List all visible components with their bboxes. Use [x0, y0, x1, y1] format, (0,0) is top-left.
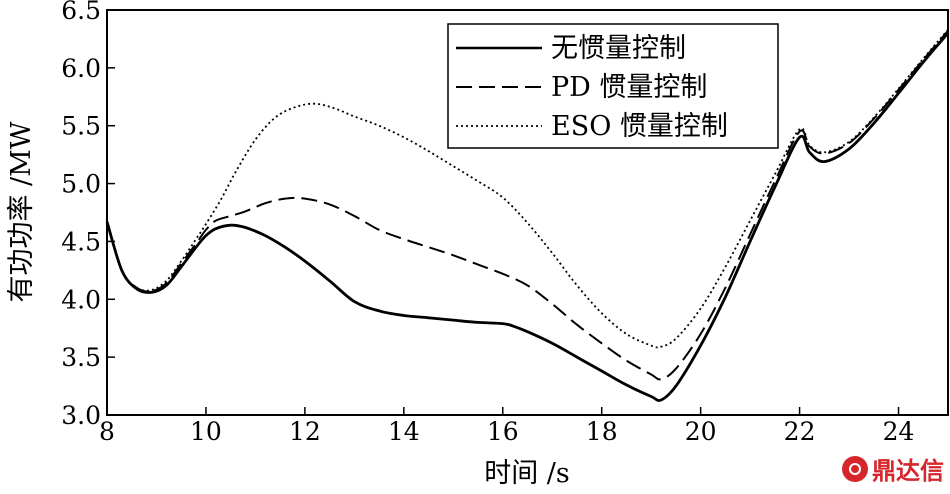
- y-tick-label: 5.5: [61, 112, 101, 141]
- series-layer: [105, 29, 950, 402]
- legend-label-1: 无惯量控制: [551, 33, 686, 64]
- tick-labels-layer: 8 10 12 14 16 18 20 22 24 3.0 3.5 4.0 4.5 5.0 5.5 6.0 6.…: [61, 0, 914, 446]
- watermark-logo-icon: [842, 455, 868, 482]
- y-tick-label: 6.5: [61, 0, 101, 25]
- y-tick-label: 5.0: [61, 170, 101, 199]
- y-axis-title: 有功功率 /MW: [6, 121, 37, 302]
- x-tick-label: 18: [586, 417, 618, 446]
- watermark-text: 鼎达信: [872, 457, 944, 485]
- y-tick-label: 4.0: [61, 285, 101, 314]
- x-tick-label: 14: [388, 417, 420, 446]
- watermark: 鼎达信: [842, 451, 944, 486]
- x-tick-label: 10: [190, 417, 222, 446]
- y-tick-label: 3.0: [61, 401, 101, 430]
- x-tick-label: 22: [784, 417, 816, 446]
- x-tick-label: 12: [289, 417, 321, 446]
- y-tick-label: 6.0: [61, 54, 101, 83]
- x-tick-label: 24: [883, 417, 915, 446]
- series-pd-inertia-line: [106, 30, 949, 381]
- y-tick-label: 4.5: [61, 227, 101, 256]
- plot-frame: [106, 9, 949, 416]
- x-tick-label: 8: [99, 417, 115, 446]
- x-tick-label: 16: [487, 417, 519, 446]
- legend-label-2: PD 惯量控制: [551, 72, 707, 103]
- x-axis-title: 时间 /s: [484, 458, 570, 489]
- series-no-inertia-line: [105, 32, 950, 402]
- x-tick-label: 20: [685, 417, 717, 446]
- y-tick-label: 3.5: [61, 343, 101, 372]
- legend: 无惯量控制 PD 惯量控制 ESO 惯量控制: [447, 23, 779, 149]
- legend-label-3: ESO 惯量控制: [551, 111, 728, 142]
